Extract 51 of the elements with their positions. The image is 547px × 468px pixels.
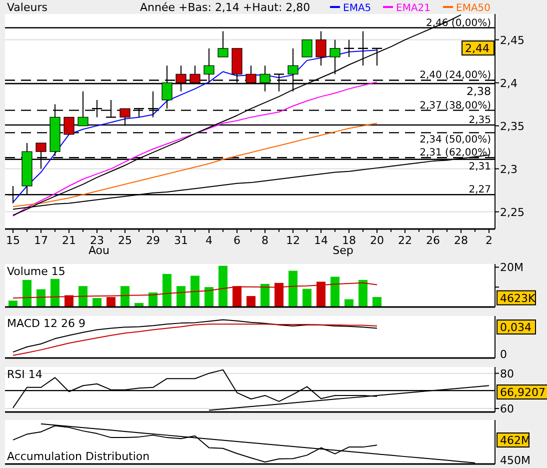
y-tick-label: 2,45 — [500, 34, 524, 47]
x-tick-label: 25 — [118, 234, 132, 247]
text: 66,9207 — [500, 386, 546, 399]
chart-subtitle: Année +Bas: 2,14 +Haut: 2,80 — [140, 1, 310, 14]
chart-title: Volume 15 — [7, 265, 66, 278]
ref-line-label: 2,27 — [468, 184, 491, 196]
x-tick-label: 17 — [34, 234, 48, 247]
x-tick-label: 29 — [146, 234, 160, 247]
chart-title: RSI 14 — [7, 368, 42, 381]
x-tick-label: 15 — [6, 234, 20, 247]
x-tick-label: 14 — [314, 234, 328, 247]
text: 450M — [500, 454, 530, 467]
y-tick-label: 20M — [500, 261, 524, 274]
ref-line-label: 2,37 (38,00%) — [420, 100, 492, 112]
legend-label: EMA50 — [456, 3, 491, 14]
text: Accumulation Distribution — [7, 450, 150, 463]
annotation: 2,38 — [466, 85, 491, 98]
x-tick-label: 31 — [174, 234, 188, 247]
y-tick-label: 60 — [500, 402, 514, 416]
x-tick-label: 22 — [398, 234, 412, 247]
chart-title: MACD 12 26 9 — [7, 317, 86, 330]
x-tick-label: 8 — [262, 234, 268, 247]
legend-label: EMA21 — [396, 3, 431, 14]
y-tick-label: 2,25 — [500, 206, 524, 219]
text: 0,034 — [500, 321, 532, 334]
y-tick-label: 2,35 — [500, 120, 524, 133]
x-tick-label: 28 — [454, 234, 468, 247]
ref-line-label: 2,31 (62,00%) — [420, 148, 492, 159]
x-tick-label: 26 — [426, 234, 440, 247]
y-tick-label: 80 — [500, 367, 514, 380]
x-tick-label: 12 — [286, 234, 300, 247]
x-tick-label: 6 — [234, 234, 240, 247]
legend-label: EMA5 — [343, 3, 372, 14]
x-tick-label: 4 — [206, 234, 212, 247]
x-tick-label: 20 — [370, 234, 384, 247]
ref-line-label: 2,34 (50,00%) — [420, 134, 492, 146]
annotation: 2,44 — [465, 42, 490, 55]
y-tick-label: 2,3 — [500, 162, 518, 176]
ref-line-label: 2,31 — [468, 161, 491, 172]
ref-line-label: 2,35 — [468, 114, 491, 126]
y-tick-label: 2,4 — [500, 76, 518, 90]
x-tick-label: 2 — [486, 234, 492, 247]
x-tick-label: 21 — [62, 234, 76, 247]
annotation: 4623K — [500, 292, 536, 305]
x-tick-label: 18 — [342, 234, 356, 247]
ref-line-label: 2,40 (24,00%) — [420, 70, 492, 82]
text: 0 — [500, 348, 507, 361]
text: Sep — [332, 244, 354, 257]
x-tick-label: 23 — [90, 234, 104, 247]
chart-title: Valeurs — [7, 1, 48, 14]
text: Aou — [88, 244, 110, 257]
